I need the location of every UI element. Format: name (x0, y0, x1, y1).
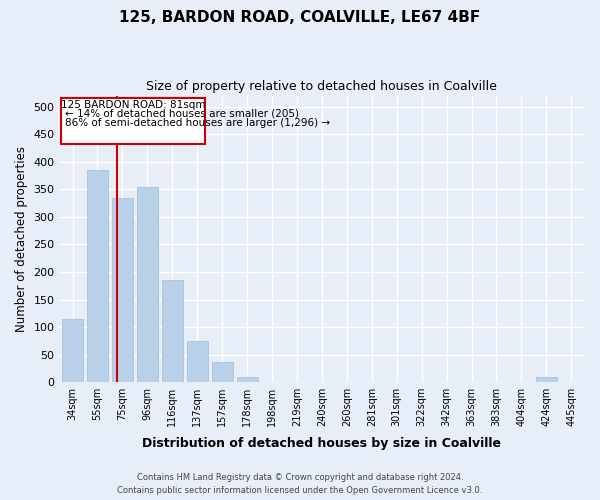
Text: 125, BARDON ROAD, COALVILLE, LE67 4BF: 125, BARDON ROAD, COALVILLE, LE67 4BF (119, 10, 481, 25)
Bar (536, 378, 557, 382)
Title: Size of property relative to detached houses in Coalville: Size of property relative to detached ho… (146, 80, 497, 93)
Bar (87, 170, 108, 382)
FancyBboxPatch shape (61, 98, 205, 144)
Bar (162, 280, 183, 382)
Bar (137, 186, 158, 382)
Text: Contains HM Land Registry data © Crown copyright and database right 2024.
Contai: Contains HM Land Registry data © Crown c… (118, 474, 482, 495)
Text: ← 14% of detached houses are smaller (205): ← 14% of detached houses are smaller (20… (65, 109, 299, 119)
Bar (236, 378, 258, 382)
X-axis label: Distribution of detached houses by size in Coalville: Distribution of detached houses by size … (142, 437, 502, 450)
Bar (187, 341, 208, 382)
Bar (112, 198, 133, 382)
Bar (212, 362, 233, 382)
Bar (62, 319, 83, 382)
Text: 86% of semi-detached houses are larger (1,296) →: 86% of semi-detached houses are larger (… (65, 118, 330, 128)
Text: 125 BARDON ROAD: 81sqm: 125 BARDON ROAD: 81sqm (61, 100, 205, 110)
Y-axis label: Number of detached properties: Number of detached properties (15, 146, 28, 332)
